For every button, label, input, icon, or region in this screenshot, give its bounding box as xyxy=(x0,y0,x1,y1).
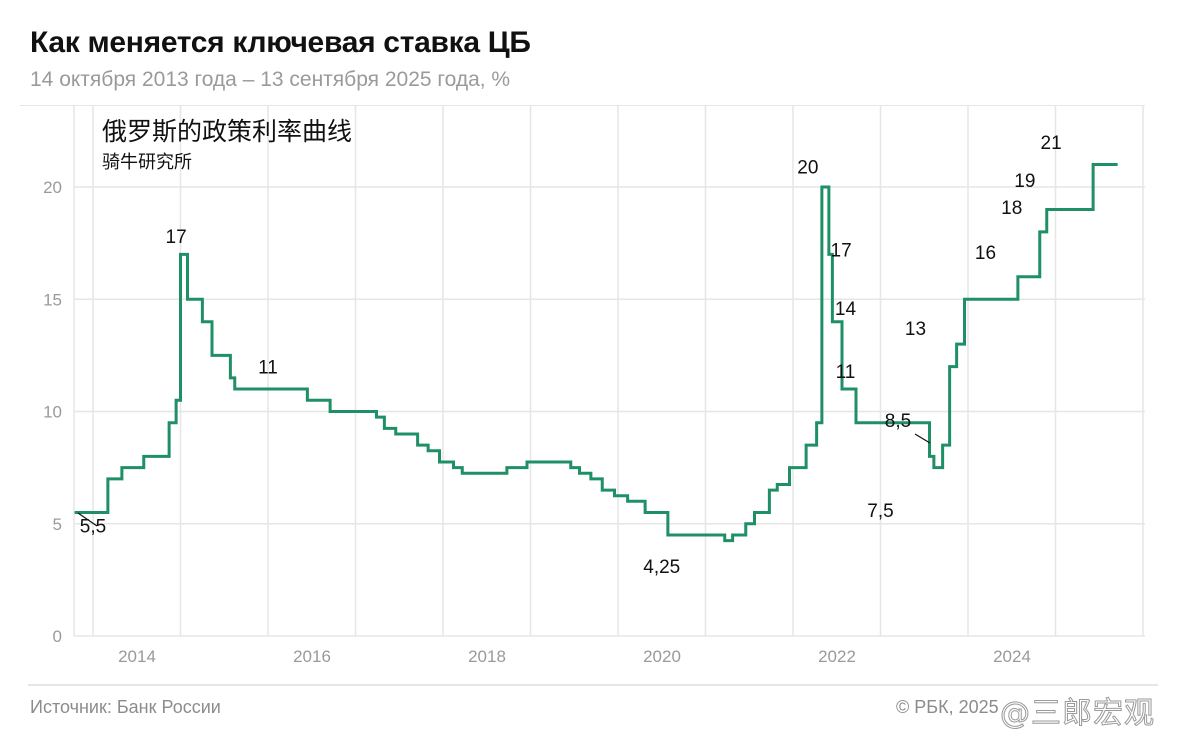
leader-line xyxy=(914,433,931,444)
value-label: 4,25 xyxy=(643,557,680,578)
key-rate-line xyxy=(74,163,1118,543)
value-label: 21 xyxy=(1041,133,1062,154)
x-tick-label: 2024 xyxy=(993,647,1031,666)
value-label: 13 xyxy=(905,319,926,340)
value-label: 14 xyxy=(835,299,857,320)
y-axis-ticks: 0 5 10 15 20 xyxy=(43,178,62,646)
watermark: @三郎宏观 xyxy=(1000,696,1155,732)
chart-subtitle: 14 октября 2013 года – 13 сентября 2025 … xyxy=(30,68,511,91)
value-label: 8,5 xyxy=(885,411,911,432)
value-label: 17 xyxy=(166,227,187,248)
value-label: 5,5 xyxy=(80,517,106,538)
value-label: 19 xyxy=(1014,171,1035,192)
x-tick-label: 2018 xyxy=(468,647,506,666)
y-tick-label: 5 xyxy=(53,515,62,534)
value-label: 18 xyxy=(1001,198,1022,219)
value-label: 17 xyxy=(831,241,852,262)
x-tick-label: 2014 xyxy=(118,647,156,666)
y-tick-label: 20 xyxy=(43,178,62,197)
value-label: 16 xyxy=(975,243,996,264)
footer-divider xyxy=(28,684,1158,686)
grid-lines xyxy=(73,106,1145,637)
value-label: 20 xyxy=(797,158,818,179)
value-label: 11 xyxy=(258,357,278,378)
chart-title: Как меняется ключевая ставка ЦБ xyxy=(30,26,531,59)
y-tick-label: 15 xyxy=(43,290,62,309)
x-tick-label: 2022 xyxy=(818,647,856,666)
y-tick-label: 0 xyxy=(53,627,62,646)
y-tick-label: 10 xyxy=(43,403,62,422)
x-tick-label: 2016 xyxy=(293,647,331,666)
header-divider xyxy=(20,105,1145,106)
overlay-title: 俄罗斯的政策利率曲线 xyxy=(102,117,353,146)
x-tick-label: 2020 xyxy=(643,647,681,666)
leader-line xyxy=(77,512,98,527)
value-label: 7,5 xyxy=(867,501,893,522)
copyright-note: © РБК, 2025 xyxy=(896,697,999,717)
source-note: Источник: Банк России xyxy=(30,697,221,717)
value-annotations: 5,5 17 11 4,25 20 17 14 11 7,5 8,5 13 16 18 19 21 xyxy=(77,133,1062,578)
value-label: 11 xyxy=(836,362,856,383)
x-axis-ticks: 2014 2016 2018 2020 2022 2024 xyxy=(118,647,1031,666)
overlay-subtitle: 骑牛研究所 xyxy=(102,152,192,173)
